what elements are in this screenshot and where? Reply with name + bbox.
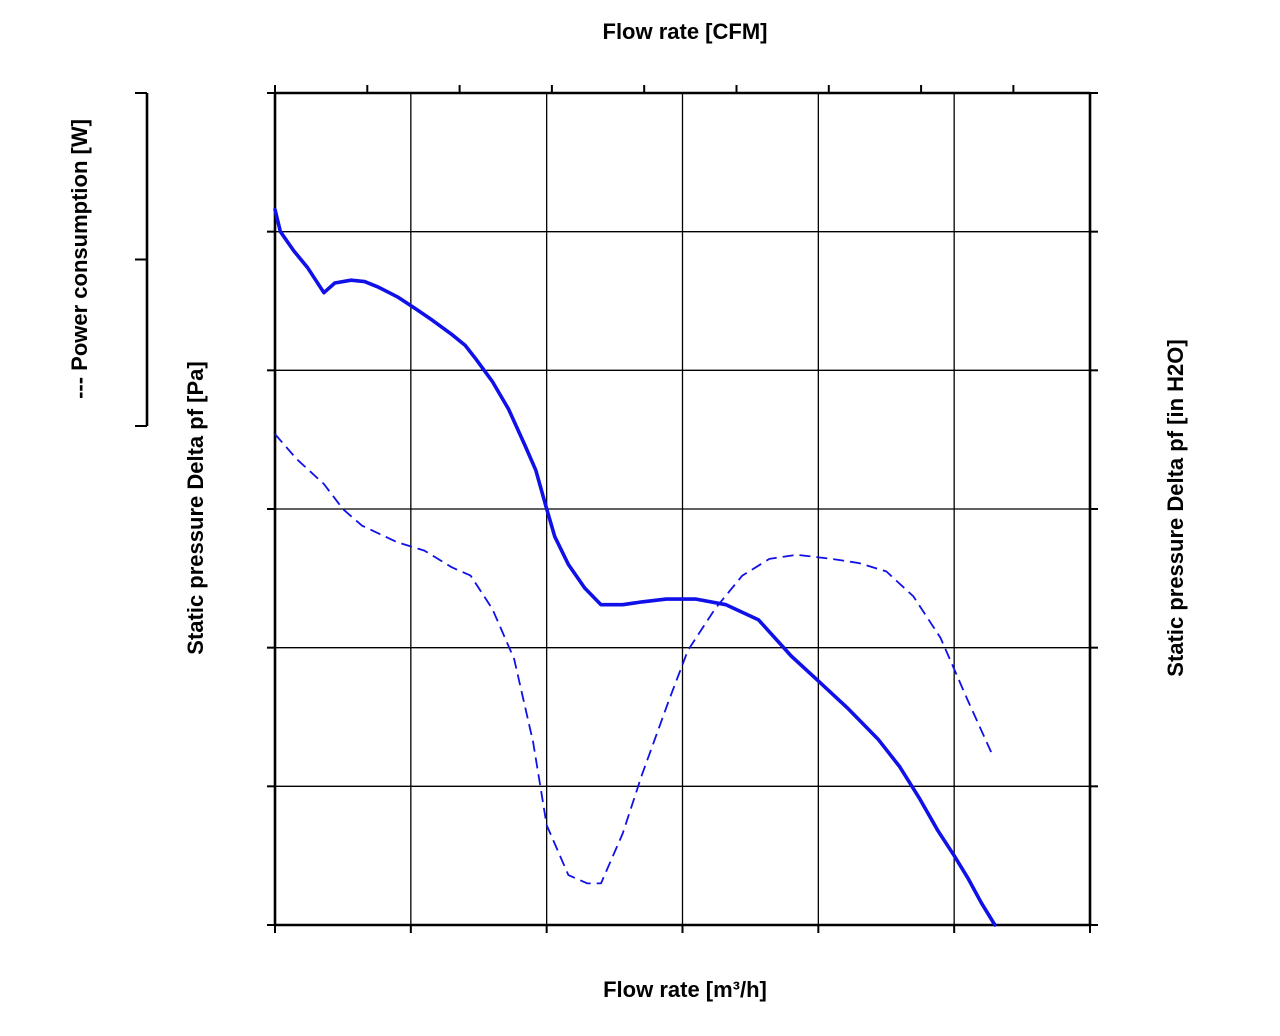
- static-pressure-solid-line: [273, 207, 997, 927]
- axes: [135, 85, 1098, 933]
- power-consumption-dashed-line: [274, 433, 994, 885]
- x-top-axis-title: Flow rate [CFM]: [603, 19, 768, 44]
- y-power-axis-title: --- Power consumption [W]: [67, 119, 92, 399]
- data-series: [273, 207, 997, 927]
- y-left-axis-title: Static pressure Delta pf [Pa]: [183, 361, 208, 654]
- y-right-axis-title: Static pressure Delta pf [in H2O]: [1163, 339, 1188, 676]
- x-bottom-axis-title: Flow rate [m³/h]: [603, 977, 767, 1002]
